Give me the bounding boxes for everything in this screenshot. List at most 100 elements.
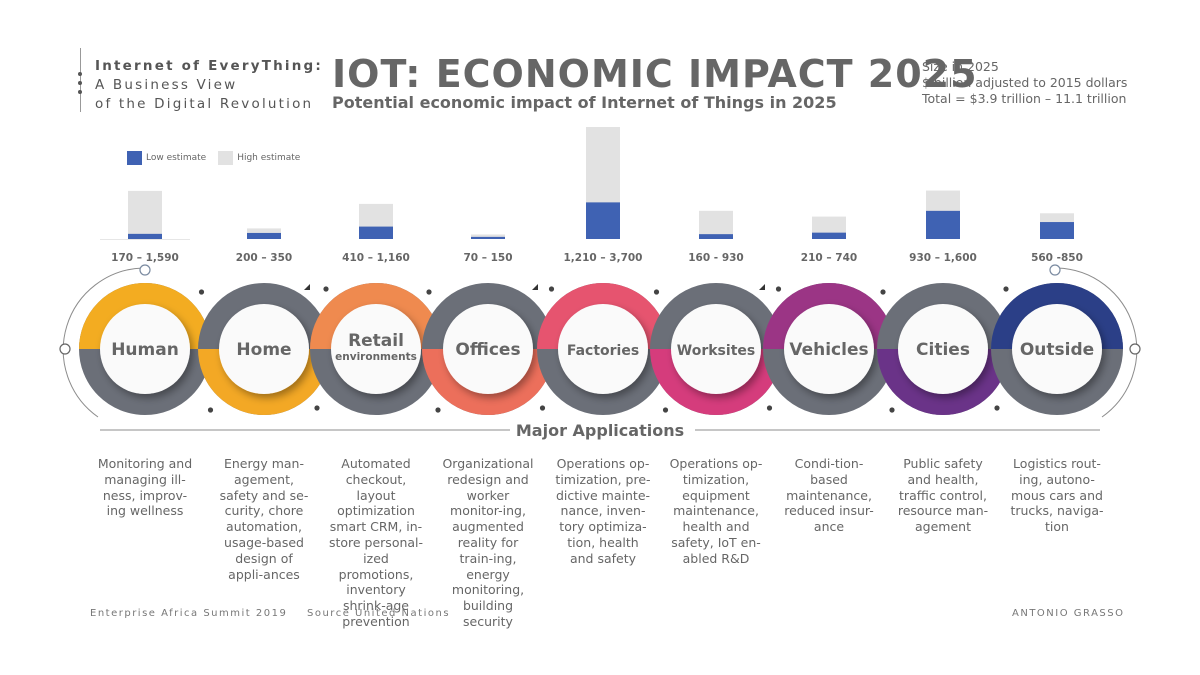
decor-dot <box>775 286 782 292</box>
range-label: 160 - 930 <box>688 252 744 264</box>
ring-face <box>898 304 988 394</box>
sector-ring: Factories <box>537 283 669 415</box>
ring-accent <box>991 283 1123 350</box>
top-node-right <box>1049 264 1061 276</box>
decor-arcs <box>59 264 1141 431</box>
range-label: 210 – 740 <box>801 252 857 264</box>
range-label: 560 -850 <box>1031 252 1083 264</box>
bar-low <box>586 202 620 239</box>
bar-low <box>699 234 733 239</box>
bar-high <box>128 190 162 239</box>
application-desc: Operations op-timization, pre-dictive ma… <box>555 456 651 566</box>
bar-high <box>471 234 505 239</box>
ring-accent <box>422 348 554 415</box>
brand-line-1: Internet of EveryThing: <box>95 58 324 74</box>
sector-ring: Worksites <box>650 283 782 415</box>
range-label: 200 – 350 <box>236 252 292 264</box>
right-arc <box>1056 267 1138 418</box>
ring-accent <box>877 348 1009 415</box>
ring-face <box>1012 304 1102 394</box>
bar-low <box>247 232 281 239</box>
application-desc: Public safety and health, traffic contro… <box>897 456 989 535</box>
left-arc <box>62 267 144 418</box>
sector-title: Vehicles <box>789 340 868 360</box>
sector-title: Offices <box>455 340 520 360</box>
decor-arrow <box>759 284 765 290</box>
range-label: 930 – 1,600 <box>909 252 977 264</box>
application-desc: Operations op-timization, equipment main… <box>669 456 763 566</box>
sector-title: Retail <box>348 331 404 351</box>
ring-accent <box>650 348 782 415</box>
sector-title: Home <box>236 340 291 360</box>
ring-accent <box>198 348 330 415</box>
decor-dot <box>314 405 320 411</box>
decor-dot <box>207 407 214 413</box>
legend-label-high: High estimate <box>237 153 301 163</box>
application-desc: Automated checkout, layout optimization … <box>328 456 424 629</box>
sector-ring: Offices <box>422 283 554 415</box>
bar-series: 170 – 1,590 200 – 350 410 – 1,160 70 – 150 1… <box>100 127 1083 264</box>
page-subtitle: Potential economic impact of Internet of… <box>332 93 837 112</box>
ring-accent <box>79 283 211 350</box>
sector-title: Human <box>111 340 179 360</box>
decor-dots <box>198 284 1009 413</box>
bar-low <box>926 210 960 239</box>
decor-arrow <box>304 284 310 290</box>
ring-face <box>558 304 648 394</box>
sector-ring: Outside <box>991 283 1123 415</box>
ring-face <box>671 304 761 394</box>
legend-label-low: Low estimate <box>146 153 207 163</box>
brand-line-3: of the Digital Revolution <box>95 96 314 112</box>
size-note: Size in 2025 $ billion adjusted to 2015 … <box>922 59 1127 107</box>
range-label: 1,210 – 3,700 <box>564 252 643 264</box>
decor-arrow <box>532 284 538 290</box>
decor-dot <box>880 289 886 295</box>
range-label: 410 – 1,160 <box>342 252 410 264</box>
brand-block: Internet of EveryThing: A Business View … <box>78 48 324 112</box>
ring-face <box>100 304 190 394</box>
footer-event: Enterprise Africa Summit 2019 <box>90 608 288 619</box>
footer-source: Source United Nations <box>307 608 451 619</box>
legend-item-high: High estimate <box>218 151 300 165</box>
ring-accent <box>763 283 895 350</box>
decor-dot <box>426 289 432 295</box>
brand-dots <box>78 72 82 99</box>
right-node <box>1129 343 1141 355</box>
size-note-line-2: $ billion adjusted to 2015 dollars <box>922 75 1128 90</box>
decor-dot <box>198 289 205 295</box>
decor-dot <box>323 286 329 292</box>
application-desc: Logistics rout-ing, autono-mous cars and… <box>1010 456 1104 535</box>
application-desc: Organizational redesign and worker monit… <box>442 456 534 629</box>
ring-accent <box>310 283 442 350</box>
range-label: 70 – 150 <box>463 252 512 264</box>
decor-dot <box>548 286 555 292</box>
size-note-line-1: Size in 2025 <box>922 59 999 74</box>
legend-swatch-low <box>127 151 142 165</box>
sector-title: Cities <box>916 340 970 360</box>
legend-item-low: Low estimate <box>127 151 206 165</box>
application-desc: Condi-tion-based maintenance, reduced in… <box>784 456 874 535</box>
decor-dot <box>435 407 441 413</box>
ring-face <box>331 304 421 394</box>
bar-low <box>128 233 162 239</box>
top-node-left <box>139 264 151 276</box>
decor-dot <box>889 407 895 413</box>
decor-dot <box>662 407 669 413</box>
applications-title: Major Applications <box>515 421 685 440</box>
sector-ring: Cities <box>877 283 1009 415</box>
ring-accent <box>537 283 669 350</box>
bar-low <box>359 226 393 239</box>
application-desc: Energy man-agement, safety and se-curity… <box>219 456 309 582</box>
sector-ring: Home <box>198 283 330 415</box>
left-node <box>59 343 71 355</box>
bar-low <box>1040 222 1074 239</box>
sector-ring: Human <box>79 283 211 415</box>
ring-face <box>219 304 309 394</box>
range-label: 170 – 1,590 <box>111 252 179 264</box>
sector-title: Worksites <box>677 343 755 359</box>
size-note-line-3: Total = $3.9 trillion – 11.1 trillion <box>922 91 1127 106</box>
ring-face <box>784 304 874 394</box>
